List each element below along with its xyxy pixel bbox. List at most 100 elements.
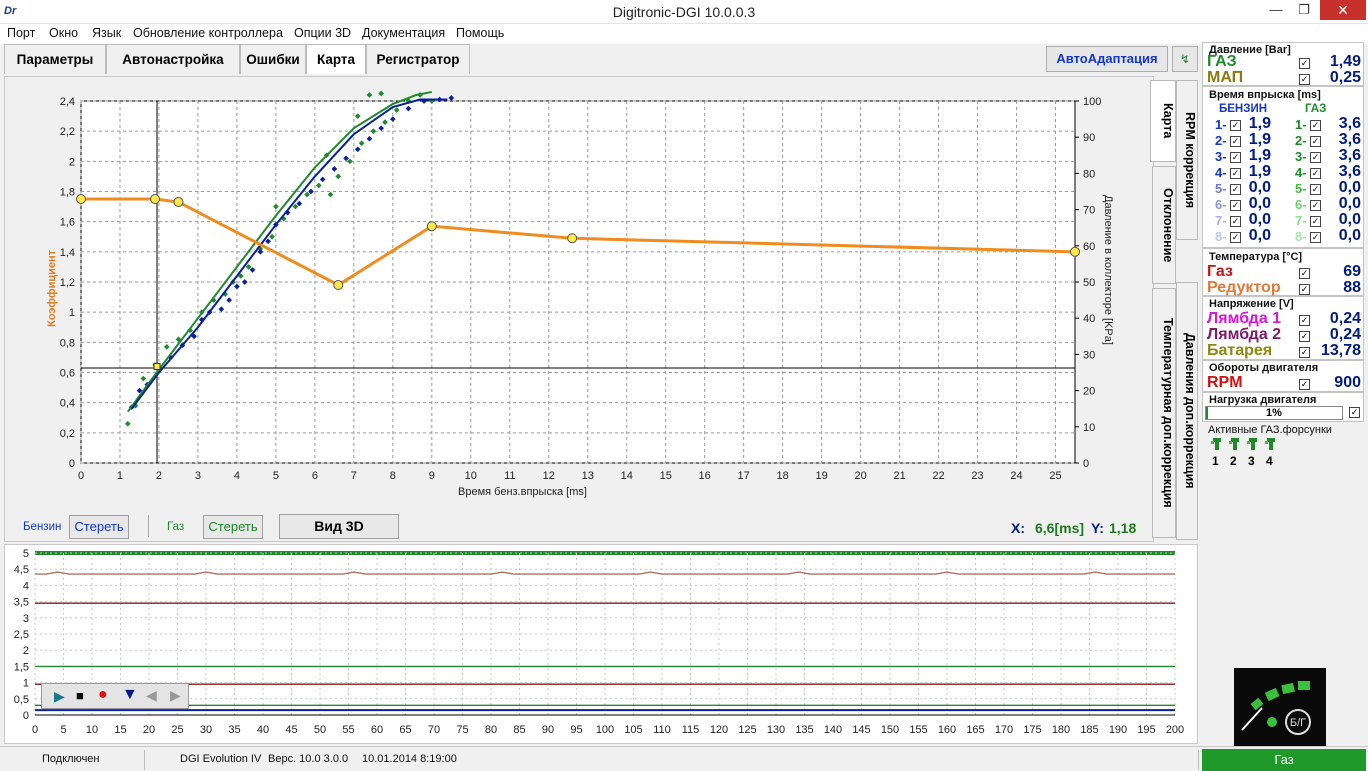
rec-x-tick: 55 [342,724,354,736]
gas-cyl-checkbox[interactable]: ✓ [1310,168,1321,179]
tab-errors[interactable]: Ошибки [240,44,306,74]
menu-language[interactable]: Язык [92,26,122,40]
vtab-deviation[interactable]: Отклонение [1152,166,1176,284]
rec-y-tick: 1,5 [14,661,29,673]
gas-cyl-index: 3- [1295,149,1307,164]
menu-controller-update[interactable]: Обновление контроллера [133,26,283,40]
petrol-cyl-checkbox[interactable]: ✓ [1230,136,1241,147]
rec-y-tick: 2,5 [14,629,29,641]
marker-down-icon[interactable]: ▼ [122,686,138,703]
lambda2-checkbox[interactable]: ✓ [1299,331,1310,342]
y-tick-label: 1,2 [60,277,75,289]
tab-parameters[interactable]: Параметры [4,44,106,74]
stop-icon[interactable]: ■ [76,688,84,703]
map-pressure-checkbox[interactable]: ✓ [1299,74,1310,85]
gas-pressure-checkbox[interactable]: ✓ [1299,58,1310,69]
gas-cyl-checkbox[interactable]: ✓ [1310,152,1321,163]
injector-icon [1229,438,1239,450]
x-tick-label: 13 [582,470,594,482]
maximize-button[interactable]: ❐ [1298,2,1310,17]
y2-tick-label: 40 [1083,313,1095,325]
injector-2: 2 [1228,438,1242,468]
gas-temp-checkbox[interactable]: ✓ [1299,268,1310,279]
auto-adapt-button[interactable]: АвтоАдаптация [1046,46,1168,72]
injector-4: 4 [1264,438,1278,468]
y-tick-label: 0,6 [60,368,75,380]
gas-header: ГАЗ [1305,103,1327,115]
x-tick-label: 15 [660,470,672,482]
petrol-cyl-checkbox[interactable]: ✓ [1230,168,1241,179]
gas-cyl-checkbox[interactable]: ✓ [1310,216,1321,227]
correction-point [426,221,437,232]
y-tick-label: 1 [69,307,75,319]
gas-cyl-checkbox[interactable]: ✓ [1310,200,1321,211]
petrol-cyl-checkbox[interactable]: ✓ [1230,152,1241,163]
petrol-cyl-index: 2- [1215,133,1227,148]
y-tick-label: 1,8 [60,187,75,199]
petrol-clear-button[interactable]: Стереть [69,515,129,539]
pin-button[interactable]: ↯ [1172,46,1198,72]
play-icon[interactable]: ▶ [54,688,65,704]
minimize-button[interactable]: — [1269,2,1283,17]
vtab-map[interactable]: Карта [1150,80,1176,162]
battery-checkbox[interactable]: ✓ [1299,347,1310,358]
gas-cyl-checkbox[interactable]: ✓ [1310,120,1321,131]
petrol-cyl-checkbox[interactable]: ✓ [1230,120,1241,131]
record-icon[interactable]: ● [98,686,108,703]
plot-area [80,100,1076,464]
tab-autotune[interactable]: Автонастройка [106,44,240,74]
pressure-title: Давление [Bar] [1209,44,1291,56]
rec-x-tick: 10 [86,724,98,736]
reducer-temp-checkbox[interactable]: ✓ [1299,284,1310,295]
gas-switch-widget[interactable]: Б/Г [1234,668,1326,746]
petrol-cyl-checkbox[interactable]: ✓ [1230,200,1241,211]
vtab-temperature-correction[interactable]: Температурная доп.коррекция [1152,288,1176,538]
petrol-cyl-checkbox[interactable]: ✓ [1230,184,1241,195]
scroll-left-icon[interactable]: ◀ [146,687,157,703]
scroll-right-icon[interactable]: ▶ [170,687,181,703]
gas-clear-button[interactable]: Стереть [203,515,263,539]
menu-port[interactable]: Порт [7,26,36,40]
gas-cyl-checkbox[interactable]: ✓ [1310,232,1321,243]
menu-3d-options[interactable]: Опции 3D [294,26,352,40]
rpm-checkbox[interactable]: ✓ [1299,379,1310,390]
rec-x-tick: 0 [32,724,38,736]
tab-recorder[interactable]: Регистратор [366,44,470,74]
gas-cyl-checkbox[interactable]: ✓ [1310,136,1321,147]
menu-documentation[interactable]: Документация [362,26,446,40]
load-value: 1% [1266,407,1282,419]
gas-cyl-checkbox[interactable]: ✓ [1310,184,1321,195]
rec-y-tick: 4,5 [14,564,29,576]
gas-cyl-value: 0,0 [1338,227,1361,244]
rec-y-tick: 0,5 [14,694,29,706]
vtab-pressure-correction[interactable]: Давления доп.коррекция [1176,282,1198,540]
tab-map[interactable]: Карта [306,44,366,74]
map-chart[interactable]: 0 1 2 3 4 5 6 7 8 9 10 11 12 13 14 15 16 17 18 19 20 21 22 23 24… [5,77,1153,507]
gas-cyl-index: 7- [1295,213,1307,228]
petrol-cyl-checkbox[interactable]: ✓ [1230,216,1241,227]
gas-cyl-value: 0,0 [1338,195,1361,212]
load-checkbox[interactable]: ✓ [1349,407,1360,418]
petrol-cyl-checkbox[interactable]: ✓ [1230,232,1241,243]
view-3d-button[interactable]: Вид 3D [279,514,399,539]
x-tick-label: 3 [195,470,201,482]
rec-y-tick: 2 [23,645,29,657]
recorder-chart[interactable]: 0 5 10 15 20 25 30 35 40 45 50 55 60 65 70 75 80 85 90 95 10… [5,545,1197,743]
gas-cyl-value: 3,6 [1338,163,1361,180]
gas-cyl-value: 3,6 [1338,115,1361,132]
vtab-rpm-correction[interactable]: RPM коррекция [1176,80,1198,240]
injector-icon [1247,438,1257,450]
close-button[interactable]: ✕ [1320,0,1366,20]
correction-point [333,280,344,291]
rec-x-tick: 195 [1137,724,1155,736]
rec-x-tick: 185 [1080,724,1098,736]
menu-window[interactable]: Окно [49,26,79,40]
lambda1-checkbox[interactable]: ✓ [1299,315,1310,326]
gas-point [315,182,322,189]
injector-number: 1 [1212,454,1219,468]
gas-temp-label: Газ [1207,263,1233,280]
menu-help[interactable]: Помощь [456,26,505,40]
injector-number: 4 [1266,454,1273,468]
rpm-panel: Обороты двигателя RPM ✓ 900 [1202,360,1364,392]
y2-tick-label: 80 [1083,168,1095,180]
